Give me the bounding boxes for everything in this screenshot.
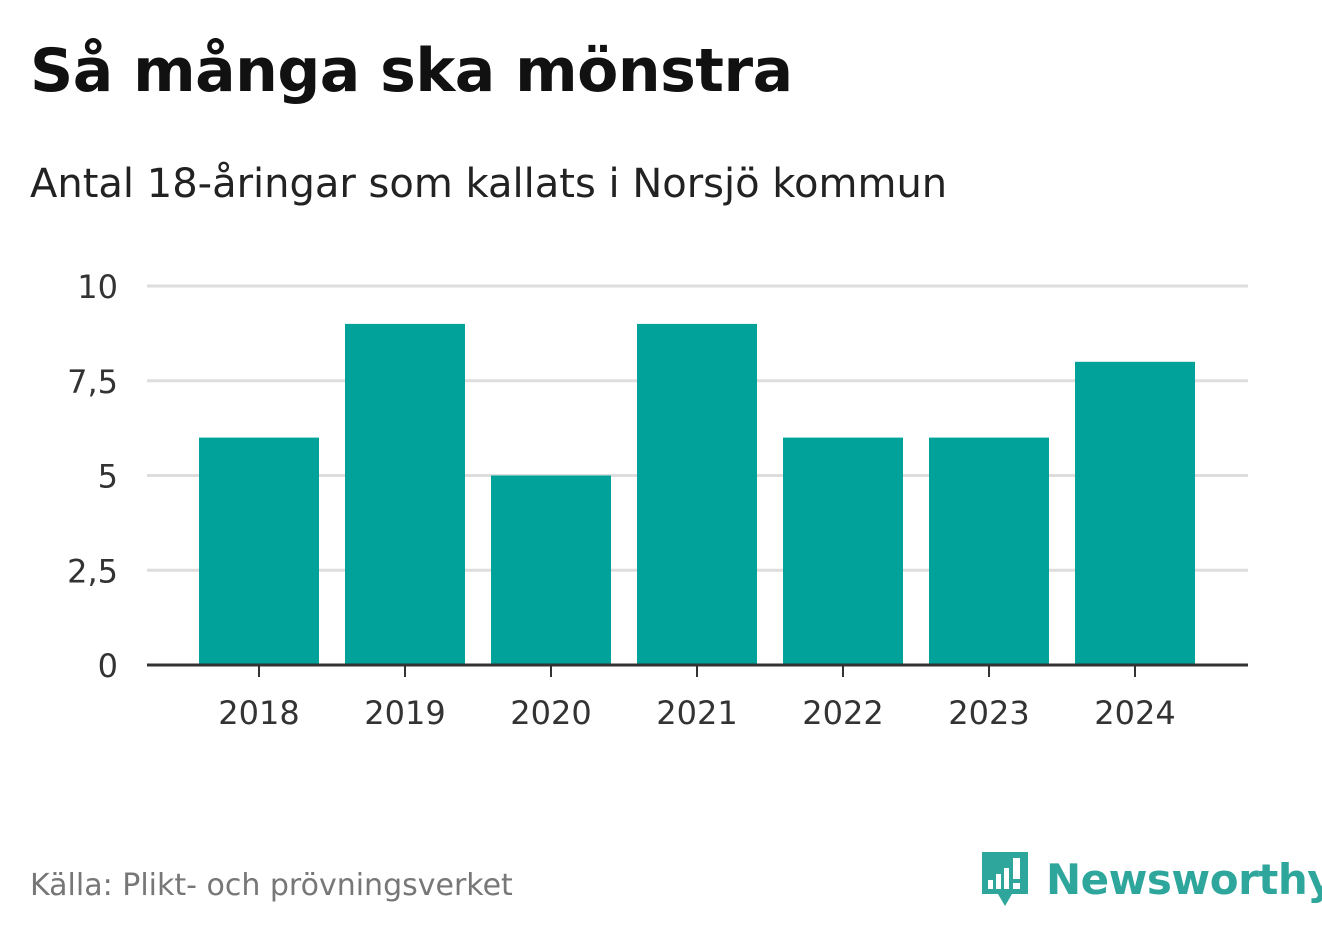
y-tick-label: 10 [77, 268, 118, 306]
bar [783, 437, 903, 665]
x-tick-label: 2024 [1094, 694, 1175, 732]
y-tick-label: 2,5 [67, 552, 118, 590]
chart-title: Så många ska mönstra [30, 36, 793, 106]
bar [491, 475, 611, 665]
brand-name: Newsworthy [1046, 854, 1322, 904]
x-tick-label: 2018 [218, 694, 299, 732]
newsworthy-logo-icon [982, 852, 1028, 906]
brand-logo: Newsworthy [980, 848, 1322, 910]
x-tick-label: 2022 [802, 694, 883, 732]
x-tick-label: 2019 [364, 694, 445, 732]
y-tick-label: 7,5 [67, 363, 118, 401]
x-tick-label: 2023 [948, 694, 1029, 732]
source-note: Källa: Plikt- och prövningsverket [30, 868, 513, 903]
bar [345, 323, 465, 665]
chart-subtitle: Antal 18-åringar som kallats i Norsjö ko… [30, 161, 948, 207]
bar [199, 437, 319, 665]
y-tick-label: 5 [98, 458, 118, 496]
x-tick-label: 2021 [656, 694, 737, 732]
y-tick-label: 0 [98, 647, 118, 685]
x-tick-label: 2020 [510, 694, 591, 732]
bar [637, 323, 757, 665]
bar [929, 437, 1049, 665]
bar [1075, 361, 1195, 665]
